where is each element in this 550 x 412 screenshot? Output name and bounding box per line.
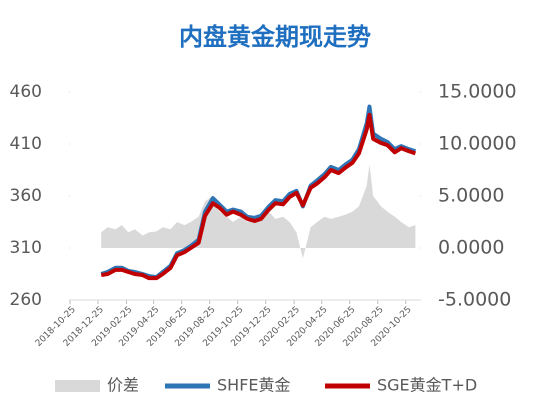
y-tick-label: 460 [10, 82, 42, 102]
legend-label: SHFE黄金 [217, 376, 291, 395]
y2-tick-label: 10.0000 [438, 133, 517, 155]
y-tick-label: 410 [10, 134, 42, 154]
chart-title: 内盘黄金期现走势 [179, 23, 371, 51]
y2-tick-label: 15.0000 [438, 81, 517, 103]
y-tick-label: 360 [10, 186, 42, 206]
y-tick-label: 260 [10, 290, 42, 310]
legend-swatch [55, 380, 100, 392]
price-line [100, 112, 417, 281]
legend-label: SGE黄金T+D [377, 376, 477, 395]
spread-area [101, 164, 416, 259]
y2-tick-label: 0.0000 [438, 237, 504, 259]
y2-tick-label: -5.0000 [438, 289, 511, 311]
y2-tick-label: 5.0000 [438, 185, 504, 207]
legend-label: 价差 [107, 376, 139, 395]
y-tick-label: 310 [10, 238, 42, 258]
